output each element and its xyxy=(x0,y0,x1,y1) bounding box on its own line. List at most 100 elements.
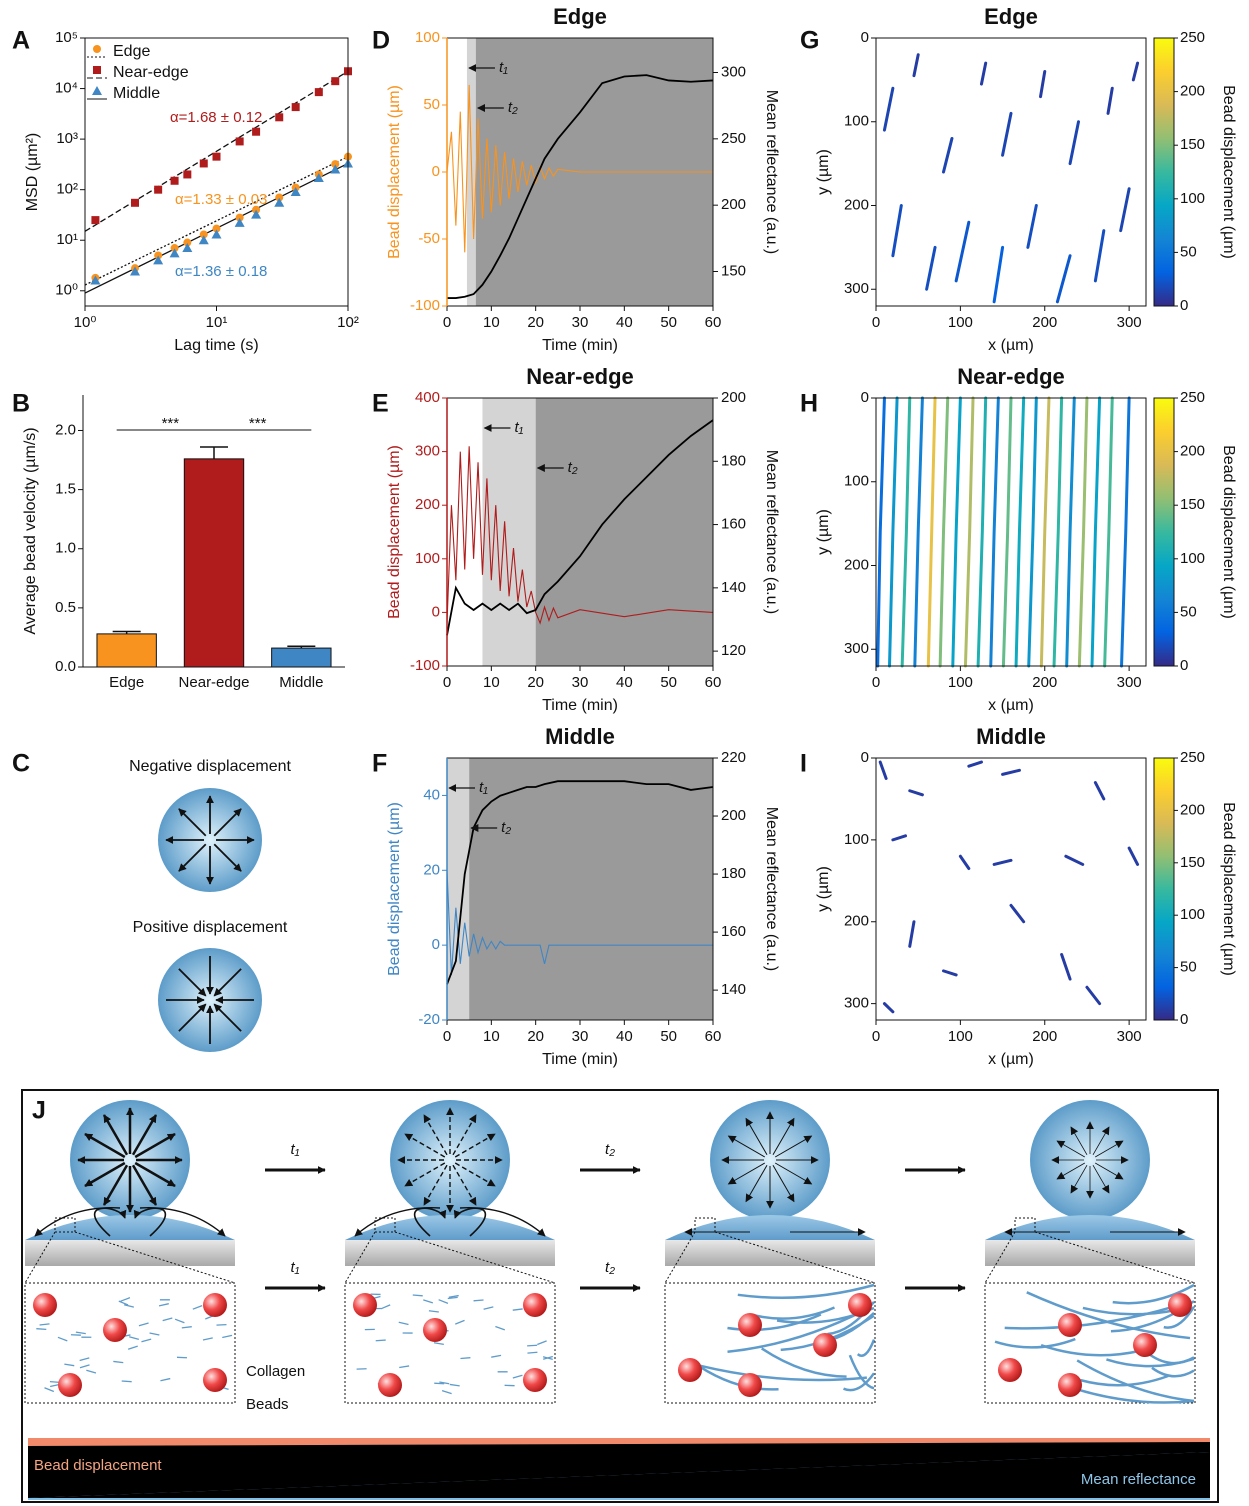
force-arrow xyxy=(134,1161,176,1188)
track xyxy=(1014,396,1026,668)
force-arrow xyxy=(178,843,207,872)
y-tick-label: 300 xyxy=(844,640,869,657)
chart-title: Near-edge xyxy=(957,364,1065,389)
droplet xyxy=(985,1215,1195,1240)
marker xyxy=(331,77,340,86)
x-tick-label: 40 xyxy=(616,1028,633,1045)
collagen-fiber xyxy=(423,1299,434,1304)
collagen-fiber xyxy=(843,1372,876,1392)
collagen-fiber xyxy=(158,1303,169,1307)
frame xyxy=(875,397,1147,667)
marker xyxy=(90,275,101,285)
y-tick-label: 1.5 xyxy=(55,481,76,498)
y-tick-label: 0 xyxy=(861,29,869,46)
x-axis-label: Lag time (s) xyxy=(174,337,258,354)
force-arrow xyxy=(1070,1126,1088,1156)
x-tick-label: 20 xyxy=(527,1028,544,1045)
colorbar-tick-label: 150 xyxy=(1180,136,1205,153)
y-tick-label: 200 xyxy=(844,913,869,930)
collagen-fiber xyxy=(491,1354,502,1358)
marker xyxy=(212,224,221,233)
track xyxy=(1026,204,1038,249)
time-label: t₁ xyxy=(291,1141,300,1158)
collagen-fiber xyxy=(543,1355,553,1360)
marker xyxy=(212,152,221,161)
line xyxy=(446,870,713,976)
panel-label: H xyxy=(800,390,818,418)
force-arrow xyxy=(178,1003,207,1032)
x-tick-label: 100 xyxy=(948,674,973,691)
collagen-fiber xyxy=(700,1364,867,1382)
collagen-fiber xyxy=(727,1308,866,1353)
force-arrow xyxy=(1056,1162,1086,1180)
y-tick-label: 200 xyxy=(844,196,869,213)
panel-label: E xyxy=(372,390,389,418)
force-arrow xyxy=(745,1164,768,1203)
annotation: α=1.36 ± 0.18 xyxy=(175,263,267,280)
chart-title: Edge xyxy=(553,4,607,29)
y-tick-label: -50 xyxy=(418,230,440,247)
y2-tick-label: 180 xyxy=(721,865,746,882)
collagen-fiber xyxy=(760,1347,847,1378)
force-arrow xyxy=(772,1164,795,1203)
colorbar-tick-label: 50 xyxy=(1180,603,1197,620)
colorbar-tick-label: 250 xyxy=(1180,389,1205,406)
force-arrow xyxy=(84,1132,126,1159)
marker xyxy=(169,248,180,258)
shaded-region xyxy=(469,758,713,1020)
line xyxy=(447,74,714,299)
y2-tick-label: 220 xyxy=(721,749,746,766)
collagen-fiber xyxy=(36,1328,47,1331)
track xyxy=(1106,86,1114,115)
time-label: t₁ xyxy=(499,59,508,76)
diagram-label: Positive displacement xyxy=(133,919,288,936)
collagen-fiber xyxy=(44,1387,55,1393)
x-tick-label: 10¹ xyxy=(206,314,228,331)
track xyxy=(882,86,895,132)
marker xyxy=(183,238,192,247)
collagen-fiber xyxy=(483,1306,494,1310)
flow-arrow xyxy=(139,1207,226,1237)
y-tick-label: 50 xyxy=(423,96,440,113)
marker xyxy=(251,209,262,219)
collagen-fiber xyxy=(473,1299,484,1302)
fit-line xyxy=(84,70,349,232)
panel-label: I xyxy=(800,750,807,778)
bar xyxy=(271,647,332,668)
track xyxy=(942,137,954,174)
x-axis-label: x (µm) xyxy=(988,337,1034,354)
colorbar xyxy=(1153,397,1175,667)
track xyxy=(1052,396,1064,668)
x-tick-label: 0 xyxy=(872,314,880,331)
collagen-fiber xyxy=(160,1377,171,1382)
time-label: t₂ xyxy=(605,1141,615,1158)
time-label: t₂ xyxy=(605,1259,615,1276)
marker xyxy=(129,266,140,276)
bead xyxy=(738,1373,762,1397)
track xyxy=(958,854,971,871)
fit-line xyxy=(84,156,349,286)
track xyxy=(1001,768,1021,776)
force-arrow xyxy=(727,1135,766,1158)
marker xyxy=(130,198,139,207)
y2-tick-label: 140 xyxy=(721,579,746,596)
track xyxy=(1068,120,1080,166)
collagen-fiber xyxy=(1080,1374,1169,1387)
x-axis-label: Time (min) xyxy=(542,337,618,354)
marker xyxy=(170,176,179,185)
track xyxy=(1064,854,1085,866)
track xyxy=(967,760,983,768)
force-arrow xyxy=(102,1164,129,1206)
track xyxy=(891,834,908,842)
substrate xyxy=(985,1240,1195,1266)
time-label: t₁ xyxy=(479,779,488,796)
colorbar-tick-label: 150 xyxy=(1180,496,1205,513)
x-tick-label: 60 xyxy=(705,674,722,691)
y-axis-label: MSD (µm²) xyxy=(24,133,41,212)
y-tick-label: 10⁰ xyxy=(55,282,78,299)
track xyxy=(951,396,962,668)
bead xyxy=(203,1293,227,1317)
marker xyxy=(153,255,164,265)
x-tick-label: 0 xyxy=(443,314,451,331)
